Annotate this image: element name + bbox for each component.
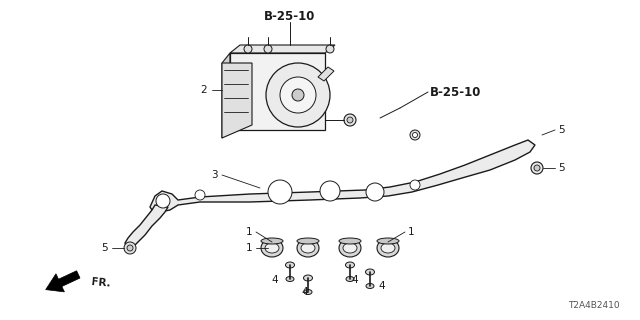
Circle shape <box>127 245 133 251</box>
Ellipse shape <box>303 275 312 281</box>
Text: 3: 3 <box>211 170 218 180</box>
Ellipse shape <box>346 262 355 268</box>
Ellipse shape <box>365 269 374 275</box>
Polygon shape <box>230 45 335 53</box>
Ellipse shape <box>346 276 354 282</box>
Ellipse shape <box>381 243 395 253</box>
Circle shape <box>292 89 304 101</box>
Ellipse shape <box>286 276 294 282</box>
Circle shape <box>410 130 420 140</box>
Ellipse shape <box>377 239 399 257</box>
Ellipse shape <box>265 243 279 253</box>
Polygon shape <box>125 205 168 248</box>
Circle shape <box>156 194 170 208</box>
Text: B-25-10: B-25-10 <box>264 10 316 22</box>
Ellipse shape <box>297 239 319 257</box>
Circle shape <box>413 132 417 138</box>
Polygon shape <box>150 140 535 212</box>
Circle shape <box>264 45 272 53</box>
Circle shape <box>244 45 252 53</box>
Text: 4: 4 <box>352 275 358 285</box>
Circle shape <box>531 162 543 174</box>
Text: 4: 4 <box>271 275 278 285</box>
Text: 2: 2 <box>200 85 207 95</box>
Ellipse shape <box>304 290 312 294</box>
Circle shape <box>410 180 420 190</box>
Ellipse shape <box>261 238 283 244</box>
Text: FR.: FR. <box>91 277 111 289</box>
Circle shape <box>534 165 540 171</box>
Circle shape <box>266 63 330 127</box>
Text: T2A4B2410: T2A4B2410 <box>568 301 620 310</box>
Circle shape <box>344 114 356 126</box>
Text: 1: 1 <box>245 243 252 253</box>
Ellipse shape <box>377 238 399 244</box>
Ellipse shape <box>297 238 319 244</box>
Circle shape <box>280 77 316 113</box>
Circle shape <box>124 242 136 254</box>
Ellipse shape <box>343 243 357 253</box>
Text: 5: 5 <box>558 125 564 135</box>
Circle shape <box>268 180 292 204</box>
Circle shape <box>366 183 384 201</box>
Polygon shape <box>222 63 252 138</box>
Polygon shape <box>45 271 80 292</box>
Text: 1: 1 <box>408 227 415 237</box>
Text: 5: 5 <box>101 243 108 253</box>
Ellipse shape <box>301 243 315 253</box>
Polygon shape <box>230 53 325 130</box>
Text: 5: 5 <box>558 163 564 173</box>
Circle shape <box>195 190 205 200</box>
Ellipse shape <box>285 262 294 268</box>
Polygon shape <box>222 53 230 138</box>
Ellipse shape <box>339 239 361 257</box>
Text: B-25-10: B-25-10 <box>430 85 481 99</box>
Polygon shape <box>318 67 334 81</box>
Text: 1: 1 <box>245 227 252 237</box>
Ellipse shape <box>339 238 361 244</box>
Text: 4: 4 <box>378 281 385 291</box>
Ellipse shape <box>261 239 283 257</box>
Circle shape <box>326 45 334 53</box>
Text: 4: 4 <box>301 287 308 297</box>
Circle shape <box>320 181 340 201</box>
Ellipse shape <box>366 284 374 289</box>
Circle shape <box>347 117 353 123</box>
